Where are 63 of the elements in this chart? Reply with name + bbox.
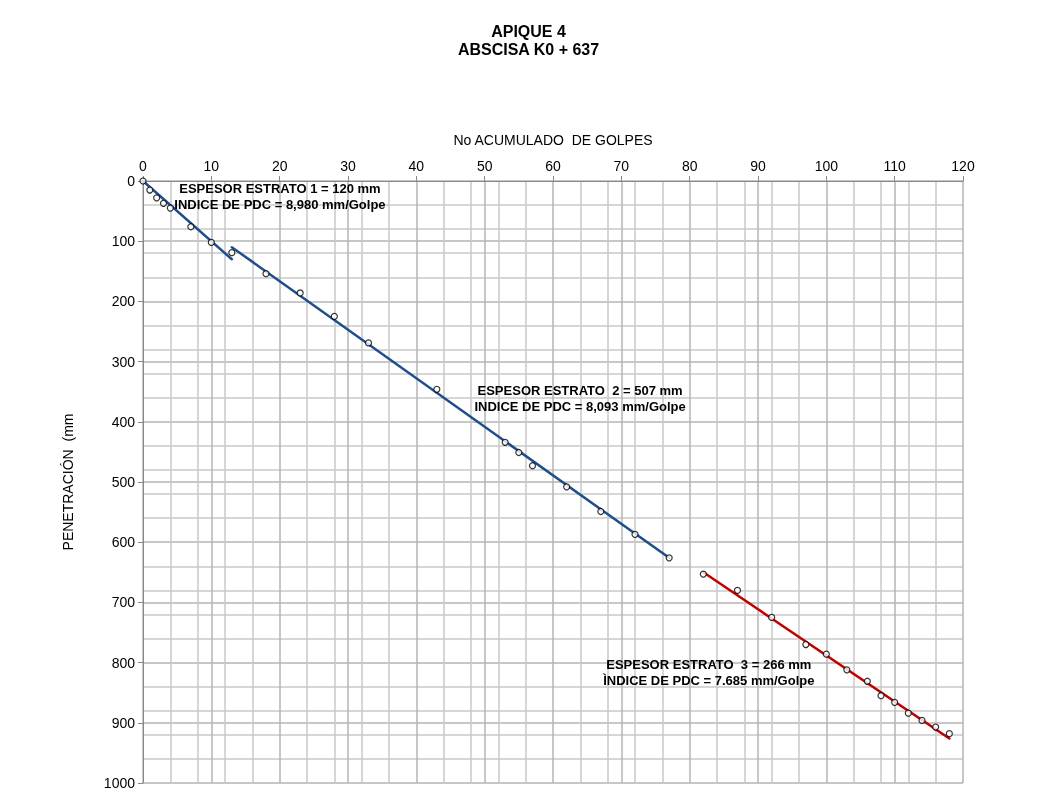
point xyxy=(843,666,851,674)
point xyxy=(891,698,899,706)
point xyxy=(262,270,270,278)
point xyxy=(733,586,742,594)
x-tick-label: 30 xyxy=(340,158,356,174)
x-tick-label: 50 xyxy=(476,158,493,174)
x-tick-label: 60 xyxy=(545,158,561,174)
point xyxy=(146,186,154,194)
point xyxy=(932,723,940,731)
point xyxy=(877,692,885,700)
point xyxy=(501,438,509,446)
point xyxy=(296,289,304,297)
y-tick-label: 300 xyxy=(111,353,136,370)
chart-subtitle: ABSCISA K0 + 637 xyxy=(457,40,600,58)
point xyxy=(597,507,605,516)
point xyxy=(802,640,810,649)
x-tick-label: 120 xyxy=(951,158,975,174)
x-tick-label: 0 xyxy=(139,158,148,174)
point xyxy=(631,530,639,538)
point xyxy=(822,650,830,658)
point xyxy=(515,448,523,457)
point xyxy=(207,238,215,246)
y-tick-label: 600 xyxy=(111,534,136,551)
x-tick-label: 10 xyxy=(203,158,220,174)
y-tick-label: 500 xyxy=(111,474,136,490)
y-tick-label: 1000 xyxy=(103,775,136,791)
point xyxy=(563,483,571,491)
x-tick-label: 40 xyxy=(408,158,425,174)
point xyxy=(863,677,871,685)
y-axis-title: PENETRACIÓN (mm xyxy=(60,413,76,551)
point xyxy=(768,613,776,622)
x-tick-label: 90 xyxy=(750,158,766,174)
x-tick-label: 100 xyxy=(814,158,839,174)
point xyxy=(528,462,537,470)
point xyxy=(228,249,236,257)
point xyxy=(433,385,441,393)
x-tick-label: 70 xyxy=(613,158,630,174)
annotation: ESPESOR ESTRATO 3 = 266 mm ÌNDICE DE PDC = 7.685 mm/Golpe xyxy=(602,657,815,689)
point xyxy=(945,730,953,738)
point xyxy=(665,554,673,562)
point xyxy=(364,339,373,347)
point xyxy=(330,312,338,321)
y-tick-label: 900 xyxy=(111,714,136,731)
point xyxy=(699,570,707,578)
x-tick-label: 20 xyxy=(271,158,288,174)
y-tick-label: 100 xyxy=(111,233,136,250)
annotation: ESPESOR ESTRATO 1 = 120 mm INDICE DE PDC = 8,980 mm/Golpe xyxy=(174,180,386,212)
y-tick-label: 800 xyxy=(111,654,136,671)
point xyxy=(187,223,195,231)
point xyxy=(904,709,912,717)
x-tick-label: 80 xyxy=(681,158,698,174)
point xyxy=(166,204,174,212)
y-tick-label: 200 xyxy=(111,293,136,310)
y-tick-label: 0 xyxy=(127,173,136,189)
chart-title: APIQUE 4 xyxy=(491,22,566,40)
point xyxy=(153,194,161,202)
x-tick-label: 110 xyxy=(883,158,907,174)
y-tick-label: 400 xyxy=(111,413,136,430)
point xyxy=(918,716,926,724)
point xyxy=(159,199,168,207)
y-tick-label: 700 xyxy=(111,594,136,611)
annotation: ESPESOR ESTRATO 2 = 507 mm INDICE DE PDC = 8,093 mm/Golpe xyxy=(474,383,686,415)
x-axis-title: No ACUMULADO DE GOLPES xyxy=(453,132,653,148)
